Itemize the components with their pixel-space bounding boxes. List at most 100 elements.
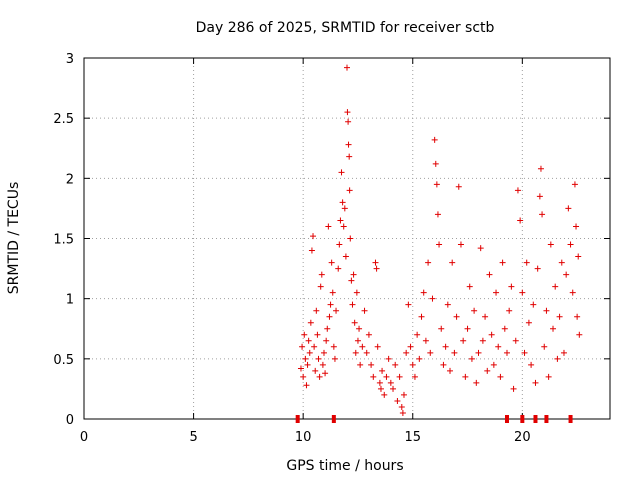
data-point	[329, 289, 336, 296]
data-point	[394, 397, 401, 404]
data-point	[336, 241, 343, 248]
data-point	[517, 217, 524, 224]
data-point	[468, 355, 475, 362]
y-tick-label: 1	[66, 293, 74, 308]
data-point	[308, 247, 315, 254]
data-point	[554, 355, 561, 362]
data-point	[347, 235, 354, 242]
data-point	[575, 253, 582, 260]
data-point	[303, 382, 310, 389]
data-point	[313, 307, 320, 314]
data-point	[497, 373, 504, 380]
data-point	[337, 217, 344, 224]
data-point	[312, 367, 319, 374]
x-tick-label: 15	[404, 430, 421, 445]
data-point	[405, 301, 412, 308]
data-point	[305, 337, 312, 344]
data-point	[521, 349, 528, 356]
data-point	[425, 259, 432, 266]
data-point	[320, 349, 327, 356]
data-point	[381, 391, 388, 398]
data-point	[324, 325, 331, 332]
data-point	[420, 289, 427, 296]
data-point	[525, 319, 532, 326]
data-point	[464, 325, 471, 332]
data-point	[488, 331, 495, 338]
data-point	[416, 355, 423, 362]
x-tick-labels: 0 5 10 15 20	[80, 430, 531, 445]
data-point	[302, 355, 309, 362]
data-point	[495, 343, 502, 350]
y-tick-labels: 0 0.5 1 1.5 2 2.5 3	[53, 52, 74, 428]
data-point	[530, 301, 537, 308]
zero-data-point	[520, 415, 525, 423]
data-point	[349, 301, 356, 308]
data-point	[370, 373, 377, 380]
data-point	[471, 307, 478, 314]
zero-data-point	[568, 415, 573, 423]
y-axis-label: SRMTID / TECUs	[6, 182, 22, 295]
data-point	[534, 265, 541, 272]
data-point	[484, 367, 491, 374]
data-point	[532, 379, 539, 386]
data-point	[433, 181, 440, 188]
data-point	[499, 259, 506, 266]
data-point	[550, 325, 557, 332]
data-point	[493, 289, 500, 296]
data-point	[409, 361, 416, 368]
data-point	[392, 361, 399, 368]
data-point	[473, 379, 480, 386]
data-point	[436, 241, 443, 248]
data-point	[510, 385, 517, 392]
data-point	[574, 313, 581, 320]
zero-data-point	[504, 415, 509, 423]
data-point	[403, 349, 410, 356]
data-point	[354, 337, 361, 344]
data-point	[558, 259, 565, 266]
data-point	[385, 355, 392, 362]
data-point	[345, 118, 352, 125]
data-point	[325, 223, 332, 230]
data-point	[457, 241, 464, 248]
data-point	[315, 355, 322, 362]
data-point	[374, 343, 381, 350]
data-point	[462, 373, 469, 380]
data-point	[345, 141, 352, 148]
data-point	[328, 259, 335, 266]
data-point	[514, 187, 521, 194]
data-point	[427, 349, 434, 356]
data-point	[361, 307, 368, 314]
data-point	[449, 259, 456, 266]
data-point	[400, 391, 407, 398]
data-point	[431, 136, 438, 143]
data-point	[344, 109, 351, 116]
data-point	[563, 271, 570, 278]
data-point	[528, 361, 535, 368]
data-point	[460, 337, 467, 344]
data-point	[379, 367, 386, 374]
x-tick-label: 20	[514, 430, 531, 445]
data-point	[357, 361, 364, 368]
data-point	[537, 165, 544, 172]
data-point	[569, 289, 576, 296]
y-tick-label: 2.5	[53, 112, 74, 127]
data-point	[359, 343, 366, 350]
data-point	[536, 193, 543, 200]
data-point	[342, 253, 349, 260]
data-point	[477, 245, 484, 252]
data-point	[323, 337, 330, 344]
y-tick-label: 3	[66, 52, 74, 67]
zero-data-point	[544, 415, 549, 423]
data-point	[300, 373, 307, 380]
data-point	[307, 319, 314, 326]
data-point	[447, 367, 454, 374]
data-point	[352, 349, 359, 356]
data-point	[411, 373, 418, 380]
data-point	[407, 343, 414, 350]
data-point	[340, 223, 347, 230]
x-axis-label: GPS time / hours	[286, 458, 403, 474]
y-tick-label: 1.5	[53, 233, 74, 248]
data-point	[373, 265, 380, 272]
data-point	[567, 241, 574, 248]
data-point	[317, 283, 324, 290]
